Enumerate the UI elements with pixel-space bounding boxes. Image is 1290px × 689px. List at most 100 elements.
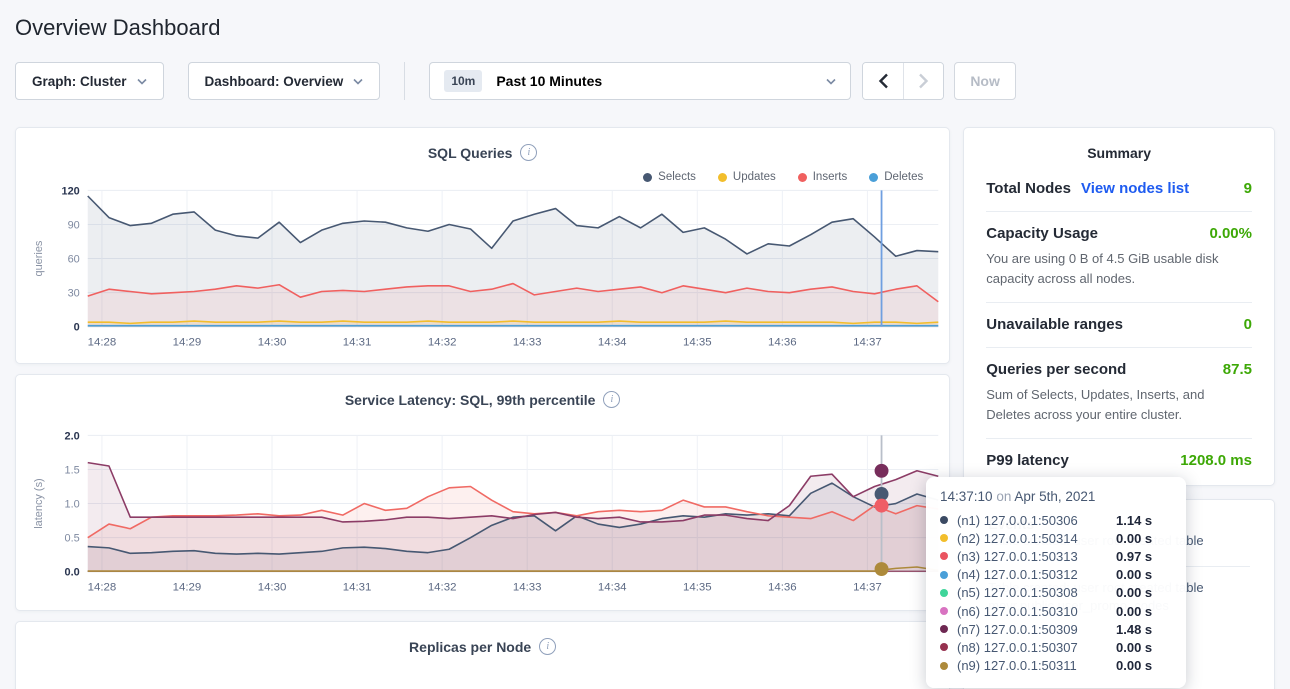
- time-next-button[interactable]: [903, 63, 944, 99]
- summary-label: Capacity Usage: [986, 225, 1098, 242]
- legend-label: Selects: [658, 171, 696, 183]
- sql-queries-chart-card: SQL Queries i Selects Updates Inserts Delet…: [15, 127, 951, 364]
- tooltip-row: (n1) 127.0.0.1:50306 1.14 s: [940, 511, 1172, 529]
- tooltip-node-value: 0.00 s: [1116, 658, 1153, 674]
- tooltip-node-address: (n1) 127.0.0.1:50306: [957, 512, 1078, 528]
- charts-column: SQL Queries i Selects Updates Inserts Delet…: [15, 127, 951, 689]
- legend-dot-icon: [869, 172, 879, 182]
- summary-row-3: Queries per second 87.5 Sum of Selects, Up…: [986, 347, 1252, 438]
- summary-label: Unavailable ranges: [986, 316, 1123, 333]
- tooltip-node-value: 1.48 s: [1116, 621, 1153, 637]
- summary-row-4: P99 latency 1208.0 ms: [986, 438, 1252, 483]
- summary-row-0: Total Nodes View nodes list 9: [986, 167, 1252, 211]
- summary-link[interactable]: View nodes list: [1080, 180, 1190, 197]
- summary-row-2: Unavailable ranges 0: [986, 302, 1252, 347]
- node-color-dot-icon: [940, 607, 948, 616]
- svg-text:120: 120: [62, 185, 80, 197]
- node-color-dot-icon: [940, 516, 948, 525]
- now-button[interactable]: Now: [954, 62, 1016, 100]
- tooltip-node-value: 0.00 s: [1116, 603, 1153, 619]
- info-icon[interactable]: i: [603, 391, 621, 408]
- sql-queries-legend: Selects Updates Inserts Deletes: [16, 161, 949, 184]
- dashboard-dropdown[interactable]: Dashboard: Overview: [187, 62, 381, 100]
- tooltip-node-value: 0.97 s: [1116, 548, 1153, 564]
- tooltip-row: (n6) 127.0.0.1:50310 0.00 s: [940, 602, 1172, 620]
- tooltip-node-address: (n9) 127.0.0.1:50311: [957, 658, 1077, 674]
- svg-text:14:32: 14:32: [428, 582, 457, 594]
- summary-desc: Sum of Selects, Updates, Inserts, and De…: [986, 387, 1205, 422]
- svg-text:14:31: 14:31: [343, 337, 372, 349]
- chevron-down-icon: [353, 78, 363, 85]
- svg-text:14:33: 14:33: [513, 337, 542, 349]
- time-prev-button[interactable]: [863, 63, 904, 99]
- svg-text:30: 30: [68, 288, 80, 300]
- chevron-right-icon: [919, 73, 929, 89]
- tooltip-node-address: (n6) 127.0.0.1:50310: [957, 603, 1078, 619]
- tooltip-row: (n4) 127.0.0.1:50312 0.00 s: [940, 566, 1172, 584]
- legend-item-updates[interactable]: Updates: [717, 170, 776, 184]
- summary-row-main: Unavailable ranges 0: [986, 316, 1252, 333]
- summary-value: 0.00%: [1209, 225, 1252, 242]
- tooltip-row: (n5) 127.0.0.1:50308 0.00 s: [940, 584, 1172, 602]
- sql-queries-chart[interactable]: 0 30 60 90 120 14:28 14:29 14:30 14:31 14:32 14:33…: [16, 184, 949, 361]
- summary-row-1: Capacity Usage 0.00% You are using 0 B of …: [986, 211, 1252, 302]
- legend-item-inserts[interactable]: Inserts: [797, 170, 847, 184]
- legend-item-deletes[interactable]: Deletes: [869, 170, 923, 184]
- service-latency-chart-title: Service Latency: SQL, 99th percentile: [344, 391, 596, 408]
- svg-text:14:37: 14:37: [853, 582, 882, 594]
- summary-card: Summary Total Nodes View nodes list 9 Capac…: [963, 127, 1275, 486]
- info-icon[interactable]: i: [520, 144, 538, 161]
- legend-dot-icon: [717, 172, 727, 182]
- legend-label: Updates: [732, 171, 776, 183]
- node-color-dot-icon: [940, 625, 948, 634]
- time-range-dropdown[interactable]: 10m Past 10 Minutes: [429, 62, 852, 100]
- summary-row-main: P99 latency 1208.0 ms: [986, 452, 1252, 469]
- summary-rows: Total Nodes View nodes list 9 Capacity Usag…: [986, 167, 1252, 483]
- summary-label: P99 latency: [986, 452, 1069, 469]
- service-latency-chart[interactable]: 0.0 0.5 1.0 1.5 2.0 14:28 14:29 14:30 14:31 14:32…: [16, 429, 949, 606]
- chart-hover-tooltip: 14:37:10 on Apr 5th, 2021 (n1) 127.0.0.1…: [926, 477, 1186, 688]
- summary-value: 9: [1243, 180, 1252, 197]
- tooltip-rows: (n1) 127.0.0.1:50306 1.14 s (n2) 127.0.0.1…: [940, 511, 1172, 675]
- toolbar-divider: [404, 62, 406, 100]
- tooltip-node-address: (n3) 127.0.0.1:50313: [957, 548, 1078, 564]
- svg-text:14:29: 14:29: [173, 337, 202, 349]
- legend-label: Deletes: [884, 171, 924, 183]
- tooltip-node-address: (n8) 127.0.0.1:50307: [957, 639, 1078, 655]
- info-icon[interactable]: i: [539, 638, 557, 655]
- node-color-dot-icon: [940, 552, 948, 561]
- svg-text:0: 0: [74, 322, 80, 334]
- summary-label: Queries per second: [986, 361, 1127, 378]
- svg-text:14:29: 14:29: [173, 582, 202, 594]
- chevron-down-icon: [136, 78, 147, 85]
- sql-queries-chart-title: SQL Queries: [427, 144, 513, 161]
- svg-text:90: 90: [68, 219, 80, 231]
- legend-dot-icon: [643, 172, 653, 182]
- chevron-down-icon: [826, 78, 836, 85]
- tooltip-timestamp: 14:37:10 on Apr 5th, 2021: [940, 489, 1096, 504]
- svg-text:60: 60: [68, 254, 80, 266]
- svg-text:14:37: 14:37: [853, 337, 882, 349]
- tooltip-row: (n7) 127.0.0.1:50309 1.48 s: [940, 620, 1172, 638]
- toolbar: Graph: Cluster Dashboard: Overview 10m P…: [15, 62, 1275, 100]
- tooltip-node-value: 0.00 s: [1116, 567, 1153, 583]
- node-color-dot-icon: [940, 661, 948, 670]
- replicas-chart-title: Replicas per Node: [409, 638, 532, 655]
- graph-dropdown-label: Graph: Cluster: [32, 73, 127, 89]
- time-range-badge: 10m: [444, 70, 483, 92]
- svg-text:14:36: 14:36: [768, 337, 797, 349]
- graph-dropdown[interactable]: Graph: Cluster: [15, 62, 164, 100]
- tooltip-node-value: 0.00 s: [1116, 585, 1153, 601]
- svg-text:latency (s): latency (s): [33, 478, 45, 528]
- svg-text:queries: queries: [33, 240, 45, 276]
- svg-text:1.0: 1.0: [65, 499, 80, 511]
- replicas-per-node-chart-card: Replicas per Node i: [15, 621, 951, 689]
- svg-text:0.5: 0.5: [65, 533, 80, 545]
- svg-text:0.0: 0.0: [65, 567, 80, 579]
- summary-heading: Summary: [1087, 145, 1152, 161]
- legend-item-selects[interactable]: Selects: [643, 170, 696, 184]
- node-color-dot-icon: [940, 570, 948, 579]
- summary-label: Total Nodes: [986, 180, 1071, 197]
- tooltip-row: (n3) 127.0.0.1:50313 0.97 s: [940, 547, 1172, 565]
